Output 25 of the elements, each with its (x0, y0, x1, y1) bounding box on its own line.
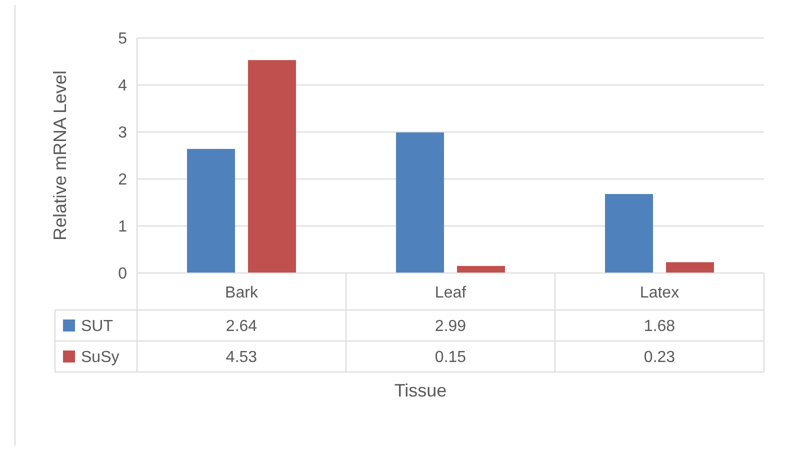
bar (457, 266, 505, 273)
y-axis-title: Relative mRNA Level (50, 70, 70, 241)
x-tick-label: Leaf (434, 284, 467, 302)
data-label: 0.23 (644, 349, 676, 366)
x-axis-title: Tissue (394, 380, 447, 400)
data-label: 2.64 (226, 318, 258, 336)
bar (666, 262, 714, 273)
bar (605, 194, 653, 273)
y-tick-label: 4 (118, 78, 128, 95)
x-tick-label: Latex (640, 284, 680, 302)
y-tick-label: 0 (118, 266, 128, 283)
bar (396, 132, 444, 273)
y-tick-label: 1 (118, 218, 128, 236)
x-tick-label: Bark (225, 284, 259, 302)
legend-label: SUT (81, 318, 114, 336)
data-label: 4.53 (226, 349, 258, 366)
y-tick-label: 2 (118, 172, 128, 189)
data-label: 1.68 (644, 318, 676, 336)
y-tick-label: 5 (118, 30, 128, 48)
bar (248, 60, 296, 273)
bar (187, 148, 235, 273)
y-tick-label: 3 (118, 124, 128, 142)
legend-label: SuSy (81, 349, 120, 366)
data-label: 0.15 (434, 349, 466, 366)
data-label: 2.99 (434, 318, 466, 336)
